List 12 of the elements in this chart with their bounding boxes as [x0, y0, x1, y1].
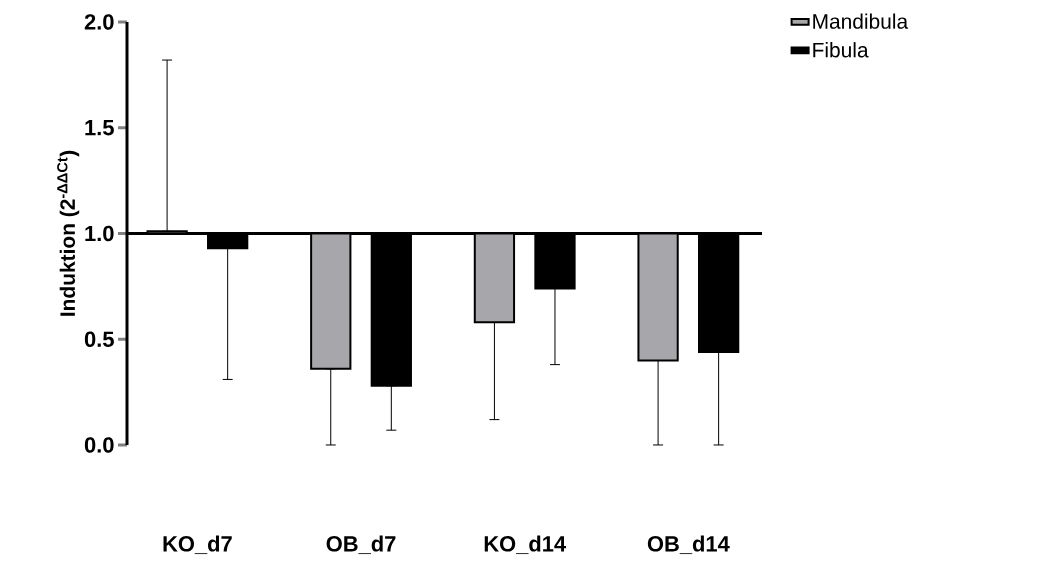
y-tick-label: 0.0 [84, 437, 114, 453]
x-tick-label: OB_d7 [326, 535, 396, 555]
y-tick-label: 0.5 [84, 331, 114, 347]
y-tick-label: 1.5 [85, 120, 114, 136]
y-tick-label: 2.0 [84, 14, 114, 30]
legend-label: Fibula [813, 42, 869, 58]
legend-label: Mandibula [813, 13, 909, 29]
x-tick-label: KO_d7 [163, 535, 232, 555]
x-tick-label: KO_d14 [484, 535, 566, 555]
y-axis-title: Induktion (2$^{-ΔΔCt}$) [57, 150, 80, 316]
y-tick-label: 1.0 [85, 225, 114, 242]
x-tick-label: OB_d14 [647, 535, 730, 555]
